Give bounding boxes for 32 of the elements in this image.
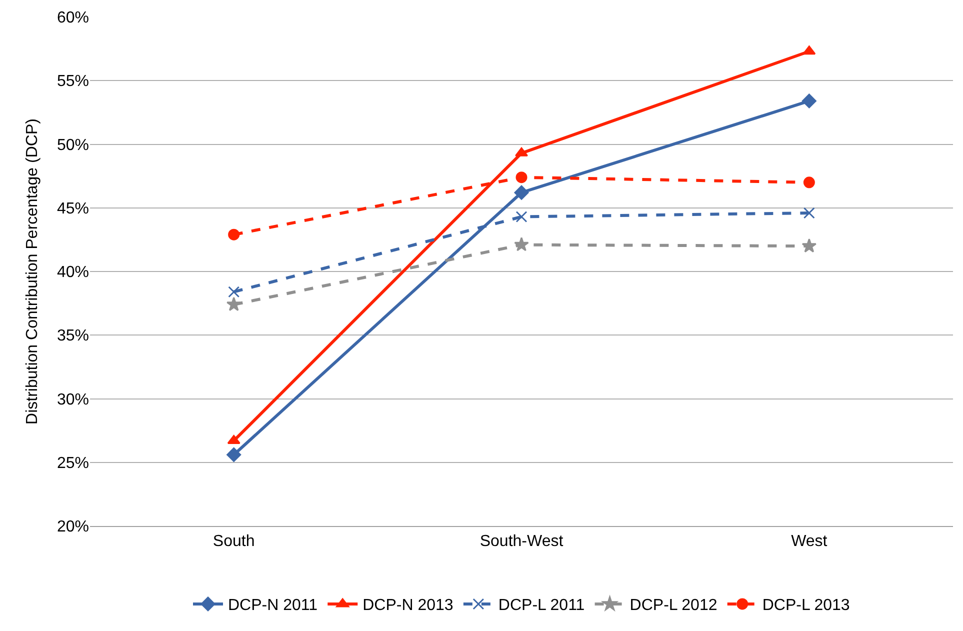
y-tick-label: 20% xyxy=(56,518,89,536)
point xyxy=(516,172,528,184)
point xyxy=(514,237,529,252)
legend-label: DCP-L 2011 xyxy=(498,597,585,614)
x-tick-label: South-West xyxy=(480,533,564,550)
point xyxy=(803,176,815,188)
y-tick-label: 35% xyxy=(56,328,89,345)
y-tick-label: 55% xyxy=(56,73,89,90)
point xyxy=(226,447,242,462)
point xyxy=(228,286,240,298)
point xyxy=(802,238,817,252)
point xyxy=(802,94,816,108)
point xyxy=(226,296,242,311)
legend-label: DCP-N 2011 xyxy=(228,597,318,614)
point xyxy=(802,46,816,55)
point xyxy=(227,434,240,444)
legend-label: DCP-N 2013 xyxy=(362,597,454,614)
point xyxy=(228,228,240,240)
y-tick-label: 40% xyxy=(56,264,89,282)
point xyxy=(516,211,528,223)
legend-label: DCP-L 2013 xyxy=(762,597,850,614)
legend-label: DCP-L 2012 xyxy=(630,597,718,614)
y-axis-title: Distribution Contribution Percentage (DCP) xyxy=(24,118,41,424)
x-tick-label: South xyxy=(212,533,255,550)
point xyxy=(514,185,529,200)
x-tick-label: West xyxy=(791,533,828,550)
y-tick-label: 60% xyxy=(56,10,89,27)
y-tick-label: 45% xyxy=(56,200,89,218)
y-tick-label: 25% xyxy=(56,454,89,472)
point xyxy=(803,207,815,219)
y-tick-label: 30% xyxy=(56,391,89,408)
y-tick-label: 50% xyxy=(56,136,89,154)
